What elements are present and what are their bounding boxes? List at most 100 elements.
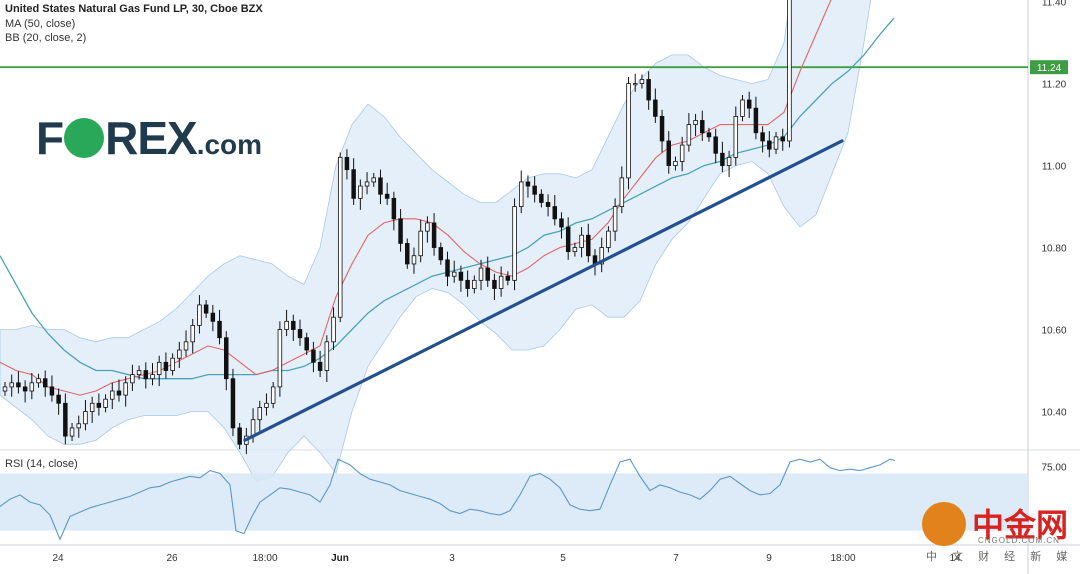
candle-body — [371, 177, 376, 183]
cngold-watermark: 中金网 CNGOLD.COM.CN 中 文 财 经 新 媒 体 — [920, 498, 1080, 568]
bb-indicator-label[interactable]: BB (20, close, 2) — [5, 32, 87, 44]
ma-indicator-label[interactable]: MA (50, close) — [5, 18, 76, 30]
candle-body — [646, 79, 651, 101]
candle-body — [498, 275, 504, 289]
candle-body — [726, 156, 732, 166]
candle-body — [210, 312, 216, 322]
candle-body — [425, 222, 430, 232]
candle-body — [2, 386, 8, 392]
time-tick-label: 5 — [560, 553, 566, 564]
candle-body — [69, 427, 75, 437]
candle-body — [42, 378, 48, 388]
candle-body — [317, 361, 323, 371]
candle-body — [478, 267, 484, 281]
candle-body — [378, 177, 383, 195]
candle-body — [559, 218, 564, 228]
axes: 10.4010.6010.8011.0011.2011.4011.6011.80… — [52, 0, 1067, 564]
rsi-indicator-label[interactable]: RSI (14, close) — [5, 458, 78, 470]
bollinger-band — [0, 0, 872, 482]
watermark-site: CNGOLD.COM.CN — [978, 536, 1060, 545]
candle-body — [351, 169, 356, 199]
bollinger-band-fill — [0, 0, 872, 482]
candle-body — [666, 140, 671, 166]
candle-body — [492, 279, 497, 289]
annotations — [243, 139, 844, 442]
candle-body — [767, 140, 772, 150]
candle-body — [331, 316, 336, 343]
support-trendline — [243, 139, 844, 442]
candle-body — [224, 337, 229, 380]
watermark-tagline: 中 文 财 经 新 媒 体 — [926, 551, 1080, 563]
candle-body — [653, 99, 658, 117]
candle-body — [713, 136, 718, 154]
logo-letters-rex: REX — [105, 112, 198, 164]
candle-body — [411, 255, 417, 265]
candle-body — [398, 218, 403, 244]
candle-body — [190, 325, 195, 343]
candle-body — [391, 197, 397, 220]
candle-body — [250, 419, 256, 437]
candle-body — [485, 267, 490, 281]
candle-body — [586, 234, 591, 257]
rsi-line — [0, 458, 896, 541]
logo-letter-f: F — [36, 112, 64, 164]
candle-body — [465, 279, 470, 289]
candle-body — [532, 185, 537, 195]
candle-body — [170, 357, 175, 371]
candle-body — [552, 206, 558, 220]
price-tick-label: 10.40 — [1041, 408, 1066, 419]
candle-body — [565, 226, 571, 253]
candle-body — [297, 329, 303, 339]
candle-body — [512, 206, 517, 281]
horizontal-levels: 12.3011.9511.4511.2411.82Pre11.79 — [0, 60, 1068, 75]
candle-body — [539, 193, 544, 203]
candle-body — [63, 402, 68, 437]
candle-body — [753, 107, 759, 134]
candle-body — [344, 156, 350, 171]
candle-body — [277, 329, 283, 388]
candle-body — [773, 136, 779, 150]
candle-body — [579, 234, 584, 248]
candle-body — [22, 386, 28, 392]
candle-body — [36, 378, 41, 384]
time-tick-label: 14 — [949, 553, 961, 564]
candle-body — [572, 247, 578, 253]
candle-body — [116, 390, 122, 396]
candle-body — [264, 402, 269, 408]
candles — [2, 0, 792, 455]
level-tag-11.24 — [1030, 60, 1068, 75]
symbol-title: United States Natural Gas Fund LP, 30, C… — [5, 3, 263, 15]
candle-body — [612, 206, 618, 232]
candle-body — [626, 83, 631, 179]
candle-body — [525, 181, 531, 187]
candle-body — [284, 320, 289, 330]
price-tick-label: 11.20 — [1042, 80, 1067, 91]
candle-body — [49, 386, 55, 396]
logo-dotcom: .com — [196, 129, 263, 160]
candle-body — [217, 320, 222, 339]
candle-body — [291, 320, 296, 330]
candle-body — [257, 407, 263, 421]
candle-body — [700, 120, 705, 134]
candle-body — [451, 271, 457, 277]
candle-body — [150, 374, 155, 380]
candle-body — [632, 83, 638, 86]
rsi-pane: 75.00 — [0, 458, 1067, 541]
candle-body — [29, 382, 35, 392]
candle-body — [405, 243, 410, 265]
candle-body — [733, 115, 739, 158]
watermark-coin-icon — [922, 502, 966, 546]
candle-body — [746, 99, 752, 109]
candle-body — [324, 341, 330, 371]
candle-body — [706, 132, 712, 138]
candle-body — [311, 349, 316, 363]
candle-body — [76, 423, 81, 429]
candle-body — [304, 337, 309, 351]
time-tick-label: Jun — [331, 553, 349, 564]
candle-body — [431, 222, 437, 248]
candle-body — [237, 427, 242, 445]
candle-body — [89, 402, 95, 412]
candle-body — [740, 99, 745, 117]
candle-body — [358, 185, 363, 199]
candle-body — [364, 181, 370, 187]
